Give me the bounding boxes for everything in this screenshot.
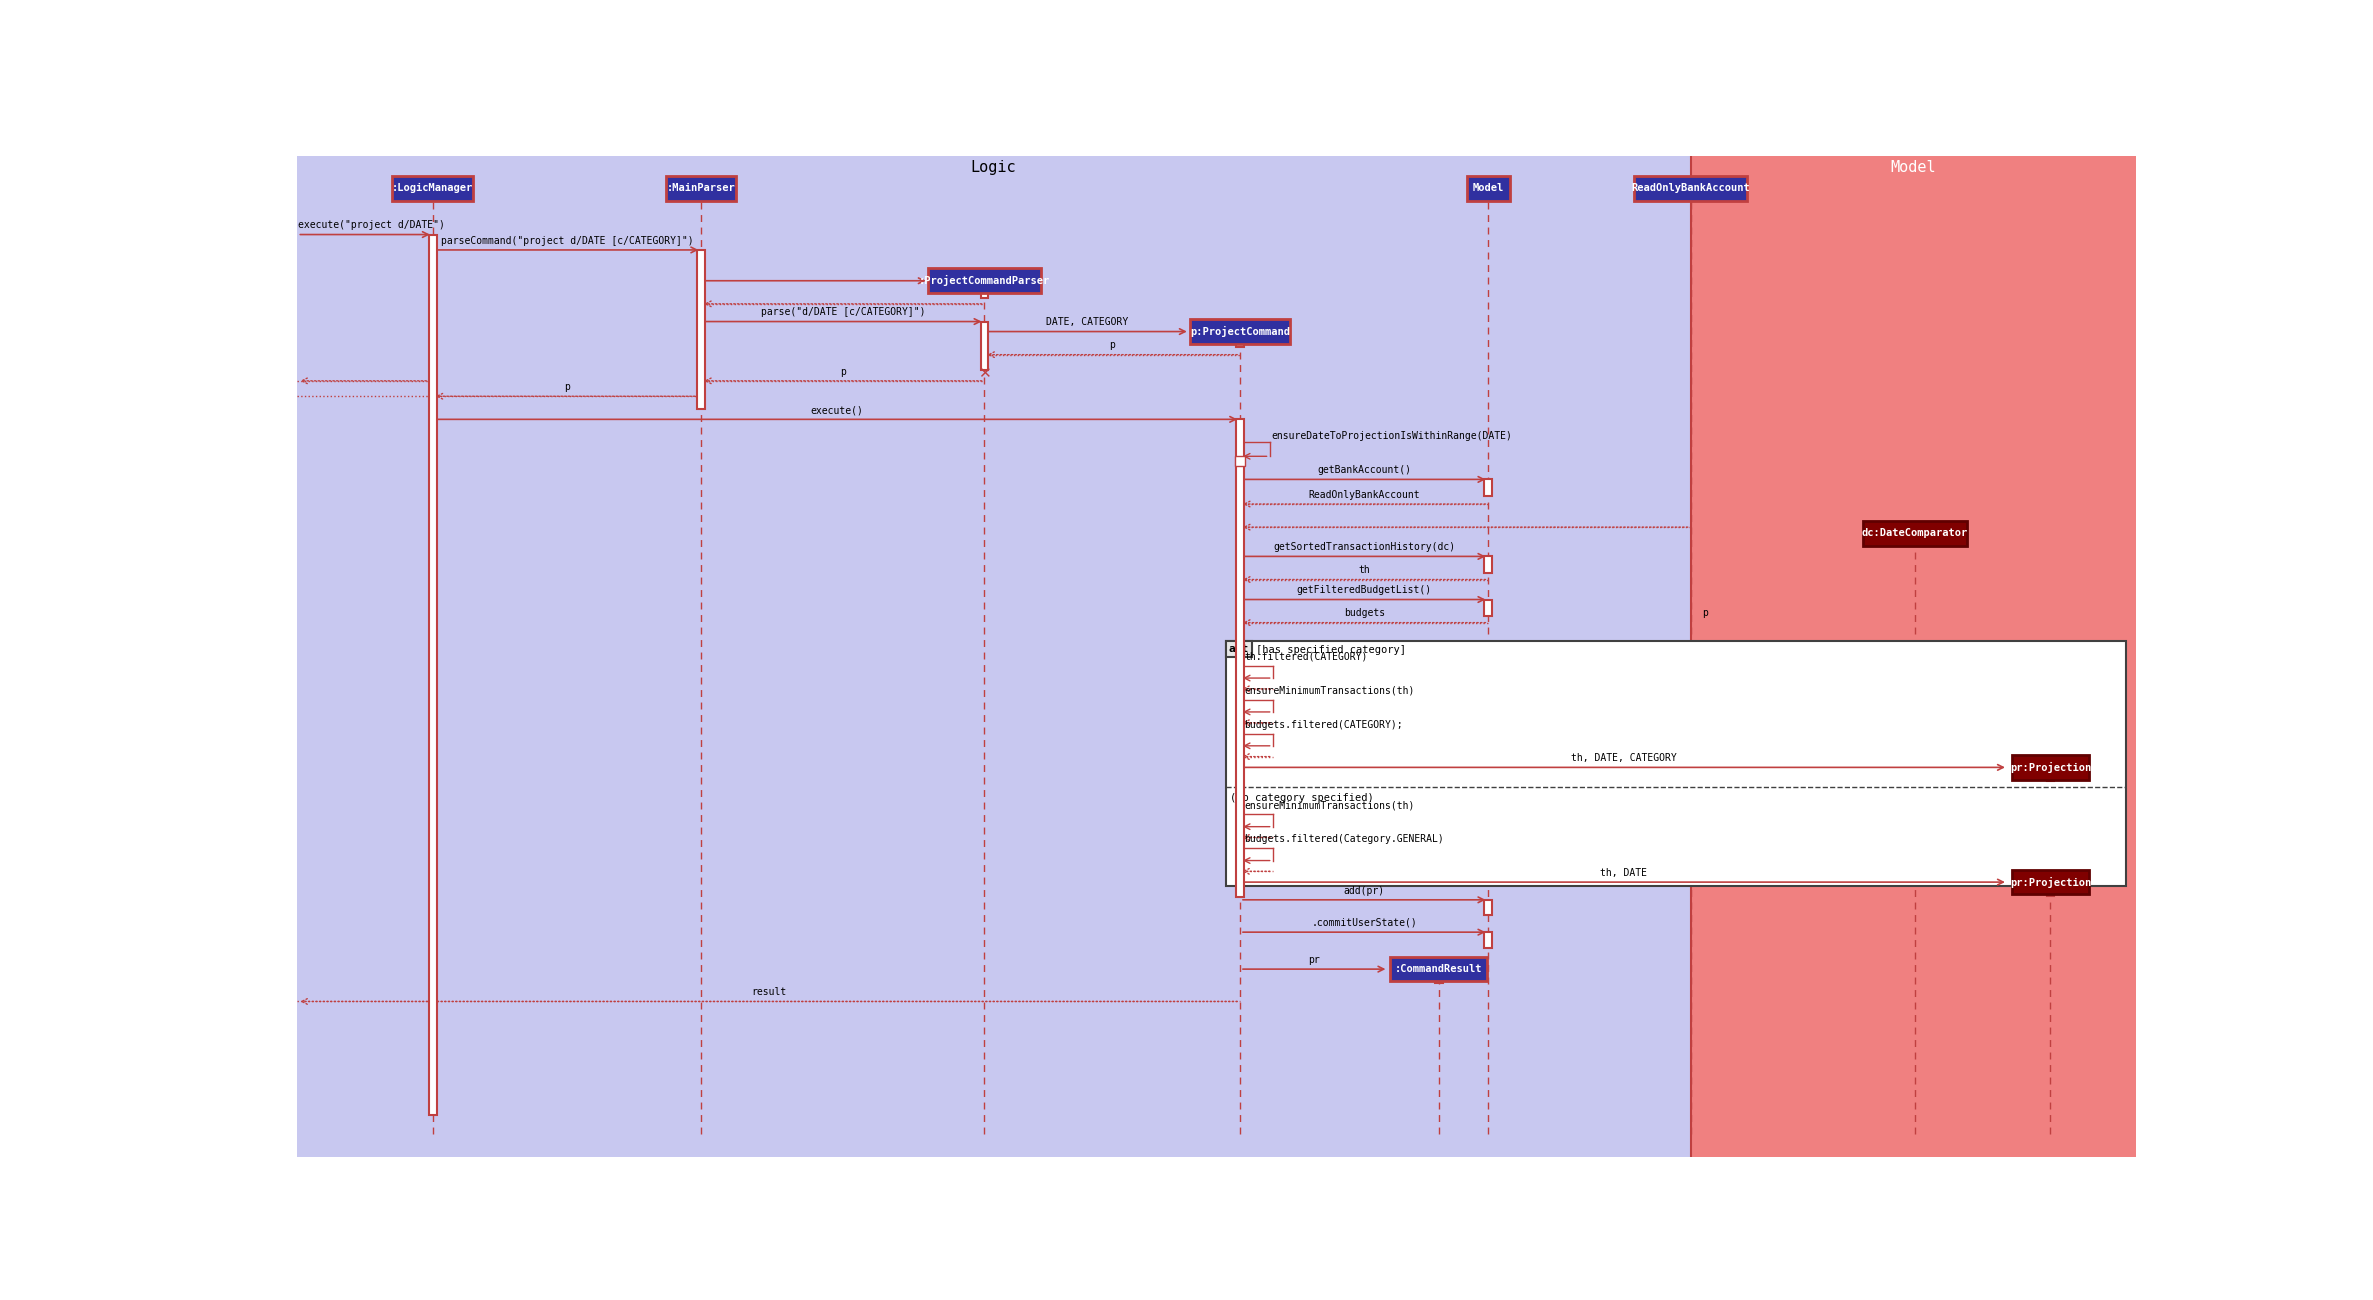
Bar [1485,480,1493,497]
Text: ReadOnlyBankAccount: ReadOnlyBankAccount [1630,183,1749,194]
Bar [1485,599,1493,616]
Bar [1863,521,1967,546]
Text: ensureMinimumTransactions(th): ensureMinimumTransactions(th) [1243,801,1414,810]
Bar [2012,870,2088,894]
Text: getBankAccount(): getBankAccount() [1317,465,1412,476]
Bar [980,321,987,370]
Text: ensureMinimumTransactions(th): ensureMinimumTransactions(th) [1243,686,1414,696]
Bar [2046,883,2055,896]
Bar [1436,968,1443,983]
Text: dc:DateComparator: dc:DateComparator [1863,528,1967,538]
Text: th.filtered(CATEGORY): th.filtered(CATEGORY) [1243,651,1367,662]
Text: p: p [840,367,845,377]
Bar [1485,932,1493,948]
Text: getSortedTransactionHistory(dc): getSortedTransactionHistory(dc) [1274,542,1455,552]
Bar [698,250,705,408]
Bar [928,268,1042,293]
Text: p: p [1701,608,1709,619]
Bar [1236,420,1243,897]
Text: budgets: budgets [1343,608,1386,619]
Text: DATE, CATEGORY: DATE, CATEGORY [1046,317,1127,328]
Text: th: th [1357,566,1369,576]
Bar [1485,556,1493,573]
Text: add(pr): add(pr) [1343,885,1386,896]
Text: th, DATE: th, DATE [1599,868,1647,878]
Text: Model: Model [1891,160,1936,176]
Text: p:ProjectCommand: p:ProjectCommand [1191,326,1291,337]
Text: getFilteredBudgetList(): getFilteredBudgetList() [1296,585,1431,595]
Bar [2046,767,2055,781]
Text: budgets.filtered(Category.GENERAL): budgets.filtered(Category.GENERAL) [1243,835,1443,845]
Text: result: result [752,987,785,997]
Bar [667,176,736,200]
Bar [430,234,437,1114]
Bar [1467,176,1509,200]
Bar [1227,641,1251,656]
Bar [1485,900,1493,915]
Bar [1227,641,2126,887]
Text: alt: alt [1229,644,1248,654]
Bar [1189,320,1291,345]
Text: (no category specified): (no category specified) [1229,793,1374,803]
Bar [980,281,987,298]
Bar [1635,176,1747,200]
Text: execute(): execute() [809,406,864,415]
Text: :CommandResult: :CommandResult [1395,965,1483,974]
Text: execute("project d/DATE"): execute("project d/DATE") [299,220,446,230]
Text: pr:Projection: pr:Projection [2010,762,2091,774]
Text: Logic: Logic [971,160,1016,176]
Bar [1236,456,1246,465]
Text: pr:Projection: pr:Projection [2010,876,2091,888]
Text: ensureDateToProjectionIsWithinRange(DATE): ensureDateToProjectionIsWithinRange(DATE… [1272,430,1512,441]
Text: p: p [565,382,570,393]
Text: Model: Model [1474,183,1504,194]
Text: ✕: ✕ [978,367,992,381]
Text: p: p [1108,341,1115,351]
Text: parse("d/DATE [c/CATEGORY]"): parse("d/DATE [c/CATEGORY]") [762,307,925,317]
Bar [1690,156,2136,1157]
Text: ReadOnlyBankAccount: ReadOnlyBankAccount [1308,490,1419,499]
Text: :LogicManager: :LogicManager [392,183,472,194]
Bar [297,156,1690,1157]
Text: :ProjectCommandParser: :ProjectCommandParser [918,276,1051,286]
Text: parseCommand("project d/DATE [c/CATEGORY]"): parseCommand("project d/DATE [c/CATEGORY… [441,235,693,246]
Text: .commitUserState(): .commitUserState() [1312,918,1417,928]
Bar [1391,957,1488,982]
Text: :MainParser: :MainParser [667,183,736,194]
Text: th, DATE, CATEGORY: th, DATE, CATEGORY [1571,753,1678,763]
Text: [has specified category]: [has specified category] [1255,645,1405,655]
Bar [2012,755,2088,780]
Text: pr: pr [1308,956,1319,965]
Bar [1236,332,1243,347]
Bar [392,176,472,200]
Text: budgets.filtered(CATEGORY);: budgets.filtered(CATEGORY); [1243,720,1402,729]
